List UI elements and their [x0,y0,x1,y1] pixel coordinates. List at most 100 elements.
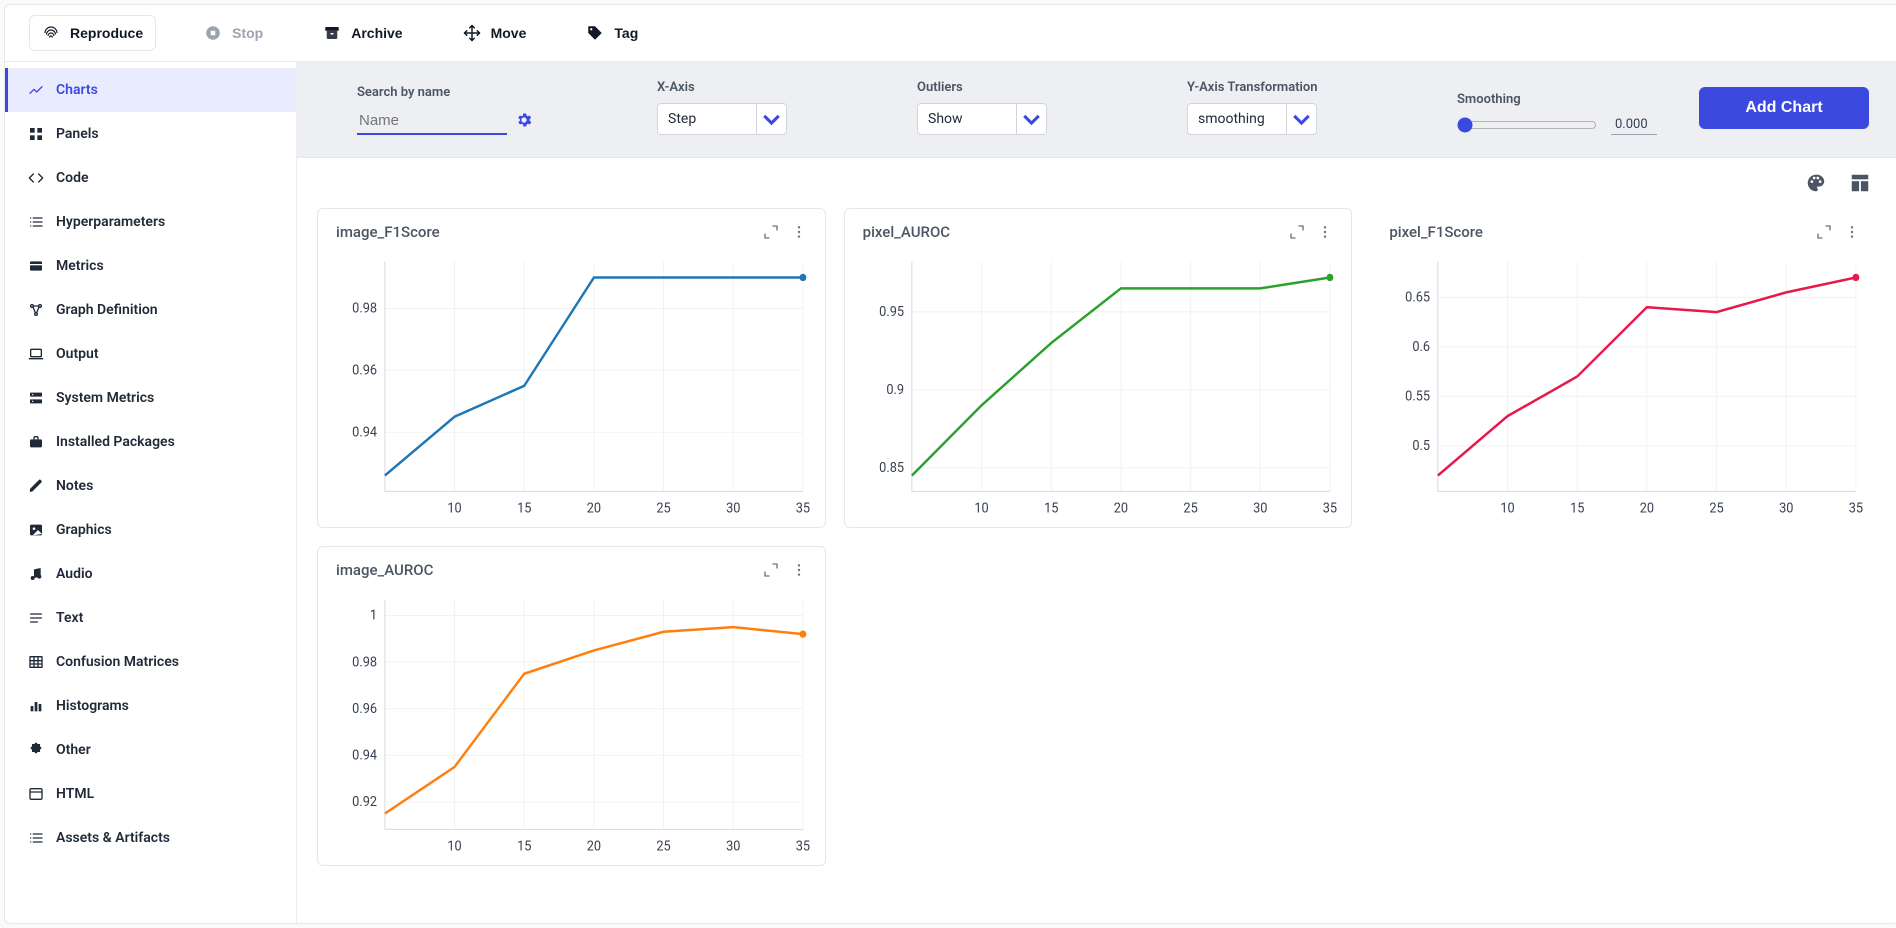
svg-text:20: 20 [1640,501,1654,517]
svg-text:25: 25 [656,839,670,855]
more-vert-icon[interactable] [791,562,807,578]
svg-text:0.94: 0.94 [352,748,377,764]
app-body: Charts Panels CodeHyperparametersMetrics Gr… [5,62,1896,923]
add-chart-button[interactable]: Add Chart [1699,87,1869,129]
sidebar-item-graph-definition-label: Graph Definition [56,302,158,318]
expand-icon[interactable] [763,562,779,578]
code-icon [28,170,44,186]
svg-text:20: 20 [587,839,601,855]
sidebar-item-charts[interactable]: Charts [5,68,296,112]
svg-text:0.85: 0.85 [879,461,904,477]
sidebar-item-assets-artifacts[interactable]: Assets & Artifacts [5,816,296,860]
ytransform-value: smoothing [1188,104,1286,134]
chevron-down-icon [756,104,786,134]
svg-text:15: 15 [517,501,531,517]
sidebar-item-notes[interactable]: Notes [5,464,296,508]
outliers-control: Outliers Show [917,80,1177,135]
smoothing-slider[interactable] [1457,117,1597,133]
app-root: Reproduce Stop Archive Move Tag Charts Panels… [4,4,1896,924]
sidebar-item-code[interactable]: Code [5,156,296,200]
stop-button-label: Stop [232,25,263,41]
sidebar-item-panels-label: Panels [56,126,99,142]
smoothing-control: Smoothing 0.000 [1457,92,1689,135]
expand-icon[interactable] [1289,224,1305,240]
xaxis-select[interactable]: Step [657,103,787,135]
panel-actions [1289,224,1333,240]
sidebar-item-output-label: Output [56,346,99,362]
music-icon [28,566,44,582]
sidebar-item-metrics[interactable]: Metrics [5,244,296,288]
sidebar-item-other[interactable]: Other [5,728,296,772]
layout-grid-icon[interactable] [1849,172,1871,194]
charts-grid: image_F1Score0.940.960.98101520253035pix… [297,200,1896,923]
more-vert-icon[interactable] [1317,224,1333,240]
panel-title: pixel_F1Score [1389,223,1483,241]
expand-icon[interactable] [763,224,779,240]
text-icon [28,610,44,626]
svg-text:30: 30 [1779,501,1793,517]
svg-text:0.98: 0.98 [352,301,377,317]
panel-header: pixel_AUROC [853,219,1344,249]
sidebar-item-panels[interactable]: Panels [5,112,296,156]
sidebar-item-other-label: Other [56,742,91,758]
server-icon [28,390,44,406]
sidebar-item-system-metrics[interactable]: System Metrics [5,376,296,420]
svg-text:0.98: 0.98 [352,655,377,671]
search-row [357,108,647,135]
puzzle-icon [28,742,44,758]
sidebar-item-assets-artifacts-label: Assets & Artifacts [56,830,170,846]
xaxis-value: Step [658,104,756,134]
gear-icon[interactable] [515,111,533,133]
panel-header: image_AUROC [326,557,817,587]
sidebar-item-histograms[interactable]: Histograms [5,684,296,728]
outliers-label: Outliers [917,80,1177,95]
chart-plot: 0.850.90.95101520253035 [853,249,1344,523]
chevron-down-icon [1016,104,1046,134]
sidebar-item-audio[interactable]: Audio [5,552,296,596]
expand-icon[interactable] [1816,224,1832,240]
svg-text:20: 20 [1113,501,1127,517]
outliers-select[interactable]: Show [917,103,1047,135]
sidebar-item-html-label: HTML [56,786,94,802]
view-options-bar [297,158,1896,200]
sidebar-item-graph-definition[interactable]: Graph Definition [5,288,296,332]
svg-text:25: 25 [656,501,670,517]
tag-button[interactable]: Tag [574,16,650,50]
stop-button[interactable]: Stop [192,16,275,50]
archive-button[interactable]: Archive [311,16,414,50]
laptop-icon [28,346,44,362]
tag-icon [586,24,604,42]
panel-title: image_F1Score [336,223,440,241]
xaxis-control: X-Axis Step [657,80,907,135]
more-vert-icon[interactable] [791,224,807,240]
sidebar-item-graphics-label: Graphics [56,522,112,538]
move-button[interactable]: Move [451,16,539,50]
sidebar: Charts Panels CodeHyperparametersMetrics Gr… [5,62,297,923]
reproduce-button[interactable]: Reproduce [29,15,156,51]
table-icon [28,654,44,670]
palette-icon[interactable] [1805,172,1827,194]
svg-text:10: 10 [974,501,988,517]
stop-icon [204,24,222,42]
sidebar-item-html[interactable]: HTML [5,772,296,816]
reproduce-button-label: Reproduce [70,25,143,41]
panel-header: pixel_F1Score [1379,219,1870,249]
chart-line-icon [28,82,44,98]
svg-text:0.9: 0.9 [886,383,904,399]
graph-icon [28,302,44,318]
sidebar-item-hyperparameters[interactable]: Hyperparameters [5,200,296,244]
chart-pixel-f1score: pixel_F1Score0.50.550.60.65101520253035 [1370,208,1879,528]
ytransform-select[interactable]: smoothing [1187,103,1317,135]
sidebar-item-output[interactable]: Output [5,332,296,376]
sidebar-item-graphics[interactable]: Graphics [5,508,296,552]
briefcase-icon [28,434,44,450]
svg-text:35: 35 [796,501,810,517]
more-vert-icon[interactable] [1844,224,1860,240]
search-input[interactable] [357,108,507,135]
sidebar-item-text[interactable]: Text [5,596,296,640]
svg-text:25: 25 [1710,501,1724,517]
sidebar-item-installed-packages[interactable]: Installed Packages [5,420,296,464]
sidebar-item-confusion-matrices[interactable]: Confusion Matrices [5,640,296,684]
svg-text:0.55: 0.55 [1406,389,1431,405]
svg-text:20: 20 [587,501,601,517]
